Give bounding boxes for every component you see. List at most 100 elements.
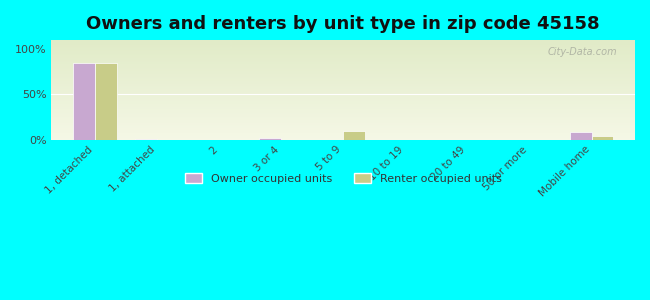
Bar — [95, 63, 116, 140]
Bar — [51, 77, 635, 78]
Bar — [51, 54, 635, 55]
Bar — [51, 41, 635, 42]
Bar — [51, 118, 635, 120]
Bar — [51, 55, 635, 56]
Bar — [51, 78, 635, 79]
Bar — [51, 76, 635, 77]
Bar — [51, 69, 635, 70]
Bar — [51, 115, 635, 116]
Bar — [343, 131, 365, 140]
Text: City-Data.com: City-Data.com — [548, 47, 617, 57]
Bar — [51, 86, 635, 87]
Bar — [51, 133, 635, 134]
Bar — [51, 72, 635, 73]
Bar — [51, 59, 635, 60]
Bar — [51, 109, 635, 110]
Bar — [51, 103, 635, 104]
Bar — [51, 67, 635, 68]
Bar — [51, 130, 635, 132]
Bar — [51, 101, 635, 102]
Bar — [51, 83, 635, 84]
Bar — [51, 79, 635, 80]
Bar — [51, 92, 635, 93]
Bar — [51, 43, 635, 44]
Bar — [51, 107, 635, 108]
Bar — [51, 42, 635, 43]
Bar — [570, 132, 592, 140]
Bar — [51, 44, 635, 45]
Bar — [51, 134, 635, 136]
Bar — [51, 111, 635, 112]
Bar — [51, 124, 635, 126]
Bar — [51, 136, 635, 137]
Bar — [51, 66, 635, 67]
Bar — [51, 53, 635, 54]
Bar — [51, 137, 635, 139]
Bar — [51, 91, 635, 92]
Bar — [51, 89, 635, 90]
Bar — [51, 40, 635, 41]
Bar — [51, 49, 635, 50]
Bar — [51, 132, 635, 133]
Bar — [51, 87, 635, 88]
Bar — [592, 136, 613, 140]
Bar — [51, 70, 635, 71]
Bar — [51, 84, 635, 85]
Bar — [51, 121, 635, 122]
Bar — [51, 129, 635, 130]
Bar — [51, 114, 635, 115]
Bar — [51, 85, 635, 86]
Bar — [51, 48, 635, 49]
Bar — [51, 90, 635, 91]
Bar — [51, 106, 635, 107]
Bar — [135, 139, 157, 140]
Bar — [51, 56, 635, 57]
Bar — [51, 52, 635, 53]
Bar — [51, 51, 635, 52]
Bar — [51, 95, 635, 96]
Bar — [51, 60, 635, 61]
Bar — [51, 68, 635, 69]
Bar — [51, 94, 635, 95]
Bar — [51, 117, 635, 118]
Bar — [51, 128, 635, 129]
Bar — [51, 80, 635, 81]
Bar — [51, 82, 635, 83]
Bar — [51, 139, 635, 140]
Bar — [51, 98, 635, 99]
Bar — [51, 62, 635, 63]
Bar — [51, 64, 635, 65]
Bar — [51, 73, 635, 74]
Bar — [51, 75, 635, 76]
Bar — [51, 96, 635, 97]
Bar — [51, 123, 635, 124]
Bar — [51, 63, 635, 64]
Bar — [51, 74, 635, 75]
Bar — [51, 100, 635, 101]
Bar — [51, 108, 635, 109]
Bar — [51, 93, 635, 94]
Bar — [51, 110, 635, 111]
Bar — [51, 104, 635, 105]
Bar — [51, 116, 635, 117]
Bar — [51, 65, 635, 66]
Bar — [51, 58, 635, 59]
Bar — [51, 97, 635, 98]
Bar — [51, 81, 635, 82]
Bar — [51, 88, 635, 89]
Bar — [51, 113, 635, 114]
Bar — [51, 46, 635, 47]
Bar — [51, 50, 635, 51]
Bar — [51, 126, 635, 127]
Bar — [51, 127, 635, 128]
Title: Owners and renters by unit type in zip code 45158: Owners and renters by unit type in zip c… — [86, 15, 600, 33]
Bar — [51, 47, 635, 48]
Bar — [51, 120, 635, 121]
Bar — [73, 63, 95, 140]
Bar — [51, 118, 635, 119]
Bar — [51, 102, 635, 103]
Bar — [51, 71, 635, 72]
Bar — [51, 99, 635, 100]
Bar — [51, 112, 635, 113]
Legend: Owner occupied units, Renter occupied units: Owner occupied units, Renter occupied un… — [181, 169, 506, 189]
